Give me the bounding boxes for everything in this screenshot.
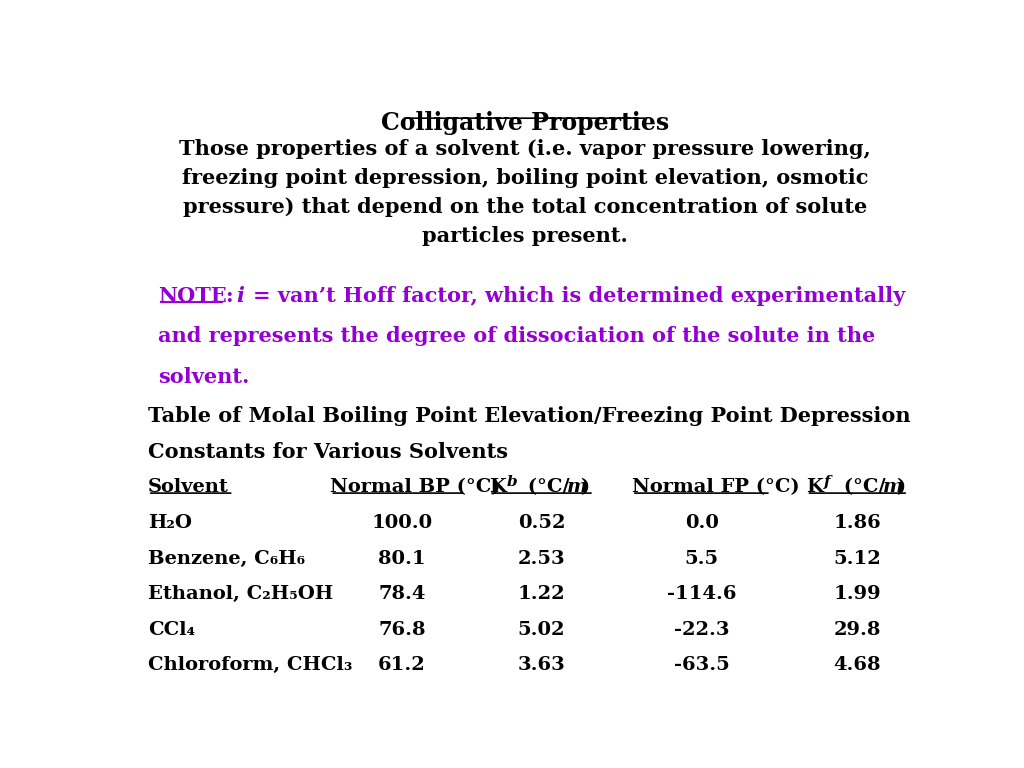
Text: -114.6: -114.6: [667, 585, 736, 604]
Text: Constants for Various Solvents: Constants for Various Solvents: [147, 442, 508, 462]
Text: K: K: [489, 478, 506, 495]
Text: Benzene, C₆H₆: Benzene, C₆H₆: [147, 550, 305, 568]
Text: = van’t Hoff factor, which is determined experimentally: = van’t Hoff factor, which is determined…: [253, 286, 905, 306]
Text: Normal FP (°C): Normal FP (°C): [632, 478, 800, 495]
Text: Those properties of a solvent (i.e. vapor pressure lowering,
freezing point depr: Those properties of a solvent (i.e. vapo…: [179, 140, 870, 246]
Text: -22.3: -22.3: [674, 621, 729, 639]
Text: Normal BP (°C): Normal BP (°C): [331, 478, 501, 495]
Text: 1.22: 1.22: [518, 585, 565, 604]
Text: 29.8: 29.8: [834, 621, 881, 639]
Text: Table of Molal Boiling Point Elevation/Freezing Point Depression: Table of Molal Boiling Point Elevation/F…: [147, 406, 910, 425]
Text: K: K: [807, 478, 823, 495]
Text: 0.52: 0.52: [518, 515, 565, 532]
Text: 78.4: 78.4: [378, 585, 426, 604]
Text: 4.68: 4.68: [834, 657, 881, 674]
Text: (°C/: (°C/: [521, 478, 569, 495]
Text: m: m: [567, 478, 588, 495]
Text: 1.99: 1.99: [834, 585, 881, 604]
Text: and represents the degree of dissociation of the solute in the: and represents the degree of dissociatio…: [158, 326, 876, 346]
Text: 100.0: 100.0: [372, 515, 432, 532]
Text: 2.53: 2.53: [518, 550, 565, 568]
Text: NOTE: NOTE: [158, 286, 227, 306]
Text: 61.2: 61.2: [378, 657, 426, 674]
Text: Colligative Properties: Colligative Properties: [381, 111, 669, 135]
Text: (°C/: (°C/: [837, 478, 886, 495]
Text: f: f: [824, 475, 830, 488]
Text: 0.0: 0.0: [685, 515, 719, 532]
Text: CCl₄: CCl₄: [147, 621, 195, 639]
Text: 5.02: 5.02: [518, 621, 565, 639]
Text: 80.1: 80.1: [378, 550, 426, 568]
Text: m: m: [883, 478, 903, 495]
Text: -63.5: -63.5: [674, 657, 730, 674]
Text: Solvent: Solvent: [147, 478, 228, 495]
Text: 76.8: 76.8: [378, 621, 426, 639]
Text: 5.5: 5.5: [685, 550, 719, 568]
Text: 5.12: 5.12: [834, 550, 882, 568]
Text: ): ): [581, 478, 590, 495]
Text: :: :: [225, 286, 232, 306]
Text: Ethanol, C₂H₅OH: Ethanol, C₂H₅OH: [147, 585, 333, 604]
Text: Chloroform, CHCl₃: Chloroform, CHCl₃: [147, 657, 352, 674]
Text: 1.86: 1.86: [834, 515, 882, 532]
Text: solvent.: solvent.: [158, 366, 250, 386]
Text: H₂O: H₂O: [147, 515, 191, 532]
Text: i: i: [236, 286, 244, 306]
Text: 3.63: 3.63: [517, 657, 565, 674]
Text: ): ): [896, 478, 905, 495]
Text: b: b: [507, 475, 517, 488]
